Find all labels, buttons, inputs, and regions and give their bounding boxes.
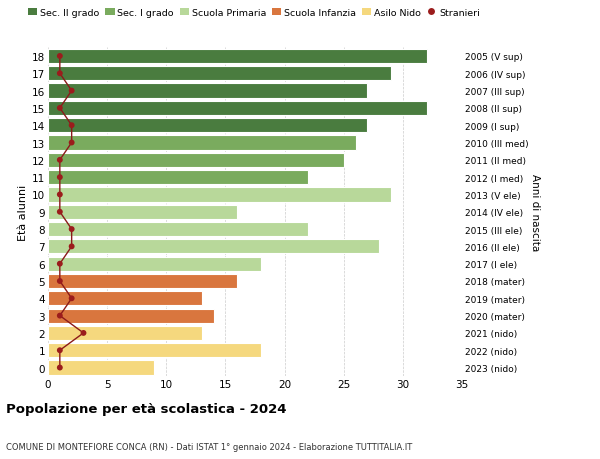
Bar — [48, 119, 367, 133]
Point — [67, 122, 76, 129]
Point — [67, 226, 76, 233]
Bar — [48, 291, 202, 306]
Y-axis label: Età alunni: Età alunni — [18, 184, 28, 241]
Point — [67, 140, 76, 147]
Point — [67, 243, 76, 251]
Bar — [48, 205, 237, 219]
Point — [55, 105, 65, 112]
Bar — [48, 343, 261, 358]
Point — [79, 330, 88, 337]
Bar — [48, 171, 308, 185]
Point — [67, 88, 76, 95]
Text: Popolazione per età scolastica - 2024: Popolazione per età scolastica - 2024 — [6, 403, 287, 415]
Bar — [48, 84, 367, 99]
Bar — [48, 326, 202, 340]
Bar — [48, 67, 391, 81]
Bar — [48, 101, 427, 116]
Bar — [48, 188, 391, 202]
Bar — [48, 153, 344, 168]
Bar — [48, 274, 237, 288]
Point — [55, 347, 65, 354]
Bar — [48, 361, 154, 375]
Point — [55, 364, 65, 371]
Bar — [48, 257, 261, 271]
Bar — [48, 136, 356, 150]
Bar — [48, 50, 427, 64]
Point — [55, 312, 65, 319]
Point — [67, 295, 76, 302]
Bar — [48, 223, 308, 237]
Text: COMUNE DI MONTEFIORE CONCA (RN) - Dati ISTAT 1° gennaio 2024 - Elaborazione TUTT: COMUNE DI MONTEFIORE CONCA (RN) - Dati I… — [6, 442, 412, 451]
Point — [55, 191, 65, 199]
Point — [55, 70, 65, 78]
Point — [55, 174, 65, 181]
Point — [55, 157, 65, 164]
Point — [55, 53, 65, 61]
Legend: Sec. II grado, Sec. I grado, Scuola Primaria, Scuola Infanzia, Asilo Nido, Stran: Sec. II grado, Sec. I grado, Scuola Prim… — [28, 9, 479, 17]
Point — [55, 208, 65, 216]
Y-axis label: Anni di nascita: Anni di nascita — [530, 174, 539, 251]
Point — [55, 260, 65, 268]
Bar — [48, 309, 214, 323]
Point — [55, 278, 65, 285]
Bar — [48, 240, 379, 254]
